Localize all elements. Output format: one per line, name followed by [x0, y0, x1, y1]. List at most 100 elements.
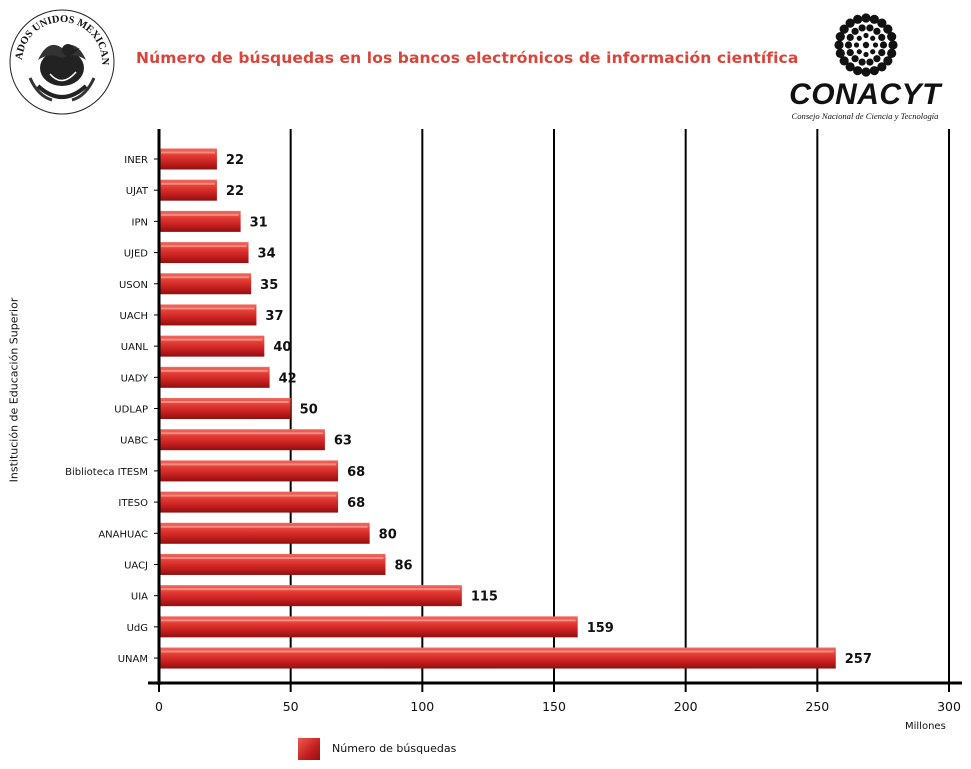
category-label: UdG [127, 623, 148, 634]
logo-dot [883, 24, 893, 34]
bar [159, 242, 249, 264]
x-tick-labels: 0 50 100 150 200 250 300 [155, 699, 961, 714]
logo-dot [887, 32, 897, 42]
logo-dot [851, 27, 859, 35]
data-label: 80 [379, 527, 397, 542]
conacyt-dots-icon [834, 13, 898, 77]
logo-dot [863, 51, 869, 58]
bar [159, 616, 578, 638]
category-label: UDLAP [114, 405, 148, 416]
logo-dot [878, 33, 886, 42]
x-axis-unit-label: Millones [905, 721, 946, 732]
data-label: 68 [347, 496, 365, 511]
bar [159, 585, 462, 607]
logo-dot [839, 56, 849, 66]
logo-dot [873, 27, 881, 35]
logo-dot [869, 14, 879, 24]
x-tick-label: 150 [542, 699, 566, 714]
logo-dot [851, 55, 859, 63]
x-tick-label: 50 [283, 699, 299, 714]
logo-dot [846, 48, 854, 57]
category-label: UJED [124, 249, 149, 260]
y-axis-title: Institución de Educación Superior [7, 297, 21, 483]
chart-title: Número de búsquedas en los bancos electr… [136, 49, 799, 67]
bar [159, 460, 339, 482]
category-label: UACH [120, 311, 149, 322]
axes [148, 129, 962, 692]
logo-dot [873, 55, 881, 63]
category-label: UACJ [124, 560, 148, 571]
category-label: UNAM [118, 654, 148, 665]
bar [159, 553, 386, 575]
bar [159, 148, 217, 170]
logo-dot [845, 18, 855, 28]
data-label: 42 [279, 371, 297, 386]
logo-dot [870, 35, 876, 41]
logo-dot [879, 41, 888, 49]
bar [159, 429, 325, 451]
bar [159, 398, 291, 420]
category-label: UJAT [126, 186, 149, 197]
logo-dot [858, 24, 866, 32]
logo-dot [844, 41, 853, 49]
category-label: USON [119, 280, 148, 291]
logo-dot [866, 58, 874, 66]
logo-dot [835, 32, 845, 42]
x-tick-label: 100 [410, 699, 434, 714]
bar [159, 210, 241, 232]
bar [159, 335, 265, 357]
logo-dot [845, 62, 855, 72]
logo-dot [883, 56, 893, 66]
category-label: ANAHUAC [98, 529, 148, 540]
bar [159, 491, 339, 513]
logo-dot [853, 14, 863, 24]
value-labels: 22 22 31 34 35 37 40 42 50 63 68 68 80 86 115 159 257 [226, 153, 872, 667]
logo-dot [866, 24, 874, 32]
data-label: 50 [300, 403, 318, 418]
legend-label: Número de búsquedas [332, 742, 457, 755]
data-label: 68 [347, 465, 365, 480]
logo-dot [861, 13, 871, 23]
category-label: IPN [132, 217, 148, 228]
category-label: INER [124, 155, 148, 166]
category-label: UIA [131, 592, 148, 603]
logo-dot [856, 49, 862, 55]
bar [159, 522, 370, 544]
logo-dot [853, 66, 863, 76]
category-label: Biblioteca ITESM [65, 467, 148, 478]
logo-dot [863, 32, 869, 39]
data-label: 22 [226, 184, 244, 199]
logo-dot [858, 58, 866, 66]
logo-dot [834, 40, 844, 50]
logo-dot [861, 67, 871, 77]
logo-dot [862, 41, 870, 49]
bar [159, 366, 270, 388]
logo-dot [870, 49, 876, 55]
x-tick-label: 0 [155, 699, 163, 714]
bar [159, 179, 217, 201]
logo-dot [888, 40, 898, 50]
data-label: 34 [258, 247, 276, 262]
category-label: ITESO [118, 498, 148, 509]
logo-dot [877, 18, 887, 28]
data-label: 115 [471, 590, 498, 605]
data-label: 63 [334, 434, 352, 449]
data-label: 22 [226, 153, 244, 168]
logo-dot [878, 48, 886, 57]
x-tick-label: 200 [674, 699, 698, 714]
logo-dot [839, 24, 849, 34]
category-labels: INER UJAT IPN UJED USON UACH UANL UADY UDLAP UABC… [65, 155, 149, 665]
data-label: 40 [273, 340, 291, 355]
conacyt-wordmark: CONACYT [789, 78, 941, 111]
bar [159, 304, 257, 326]
logo-dot [887, 48, 897, 58]
bars [159, 148, 836, 669]
data-label: 257 [845, 652, 872, 667]
logo-dot [835, 48, 845, 58]
logo-dot [853, 42, 860, 48]
data-label: 86 [394, 558, 412, 573]
conacyt-subtitle: Consejo Nacional de Ciencia y Tecnología [791, 111, 939, 121]
x-tick-label: 250 [805, 699, 829, 714]
category-label: UANL [121, 342, 149, 353]
